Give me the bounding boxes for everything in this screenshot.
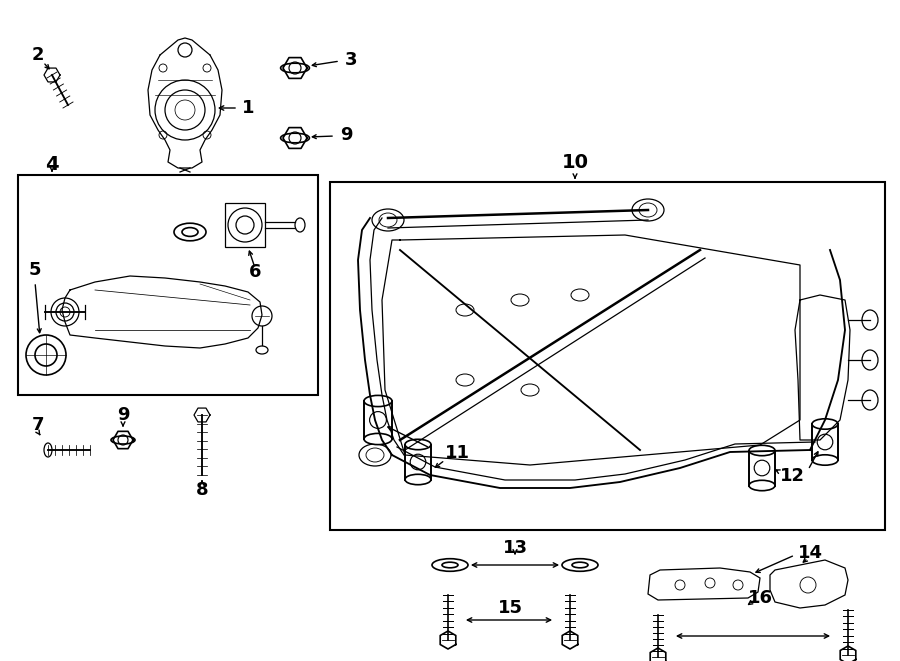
Ellipse shape [749, 481, 775, 490]
Ellipse shape [364, 434, 392, 445]
Bar [405, 444, 431, 479]
Polygon shape [770, 560, 848, 608]
Ellipse shape [364, 395, 392, 407]
Text: 4: 4 [45, 155, 58, 175]
Text: 2: 2 [32, 46, 44, 64]
Bar [812, 424, 838, 460]
Text: 9: 9 [340, 126, 353, 144]
Bar [330, 182, 885, 530]
Text: 3: 3 [345, 51, 357, 69]
Ellipse shape [405, 440, 431, 449]
Text: 11: 11 [445, 444, 470, 462]
Text: 16: 16 [748, 589, 772, 607]
Text: 5: 5 [29, 261, 41, 279]
Text: 7: 7 [32, 416, 44, 434]
Text: 14: 14 [797, 544, 823, 562]
Text: 12: 12 [780, 467, 805, 485]
Ellipse shape [749, 446, 775, 455]
Text: 9: 9 [117, 406, 130, 424]
Text: 8: 8 [195, 481, 208, 499]
Bar [749, 451, 775, 485]
Text: 6: 6 [248, 263, 261, 281]
Ellipse shape [812, 455, 838, 465]
Text: 15: 15 [498, 599, 523, 617]
Bar [225, 203, 265, 247]
Ellipse shape [405, 475, 431, 485]
Text: 13: 13 [502, 539, 527, 557]
Text: 10: 10 [562, 153, 589, 173]
Ellipse shape [812, 419, 838, 429]
Bar [364, 401, 392, 439]
Text: 1: 1 [242, 99, 255, 117]
Bar [18, 175, 318, 395]
Polygon shape [648, 568, 760, 600]
